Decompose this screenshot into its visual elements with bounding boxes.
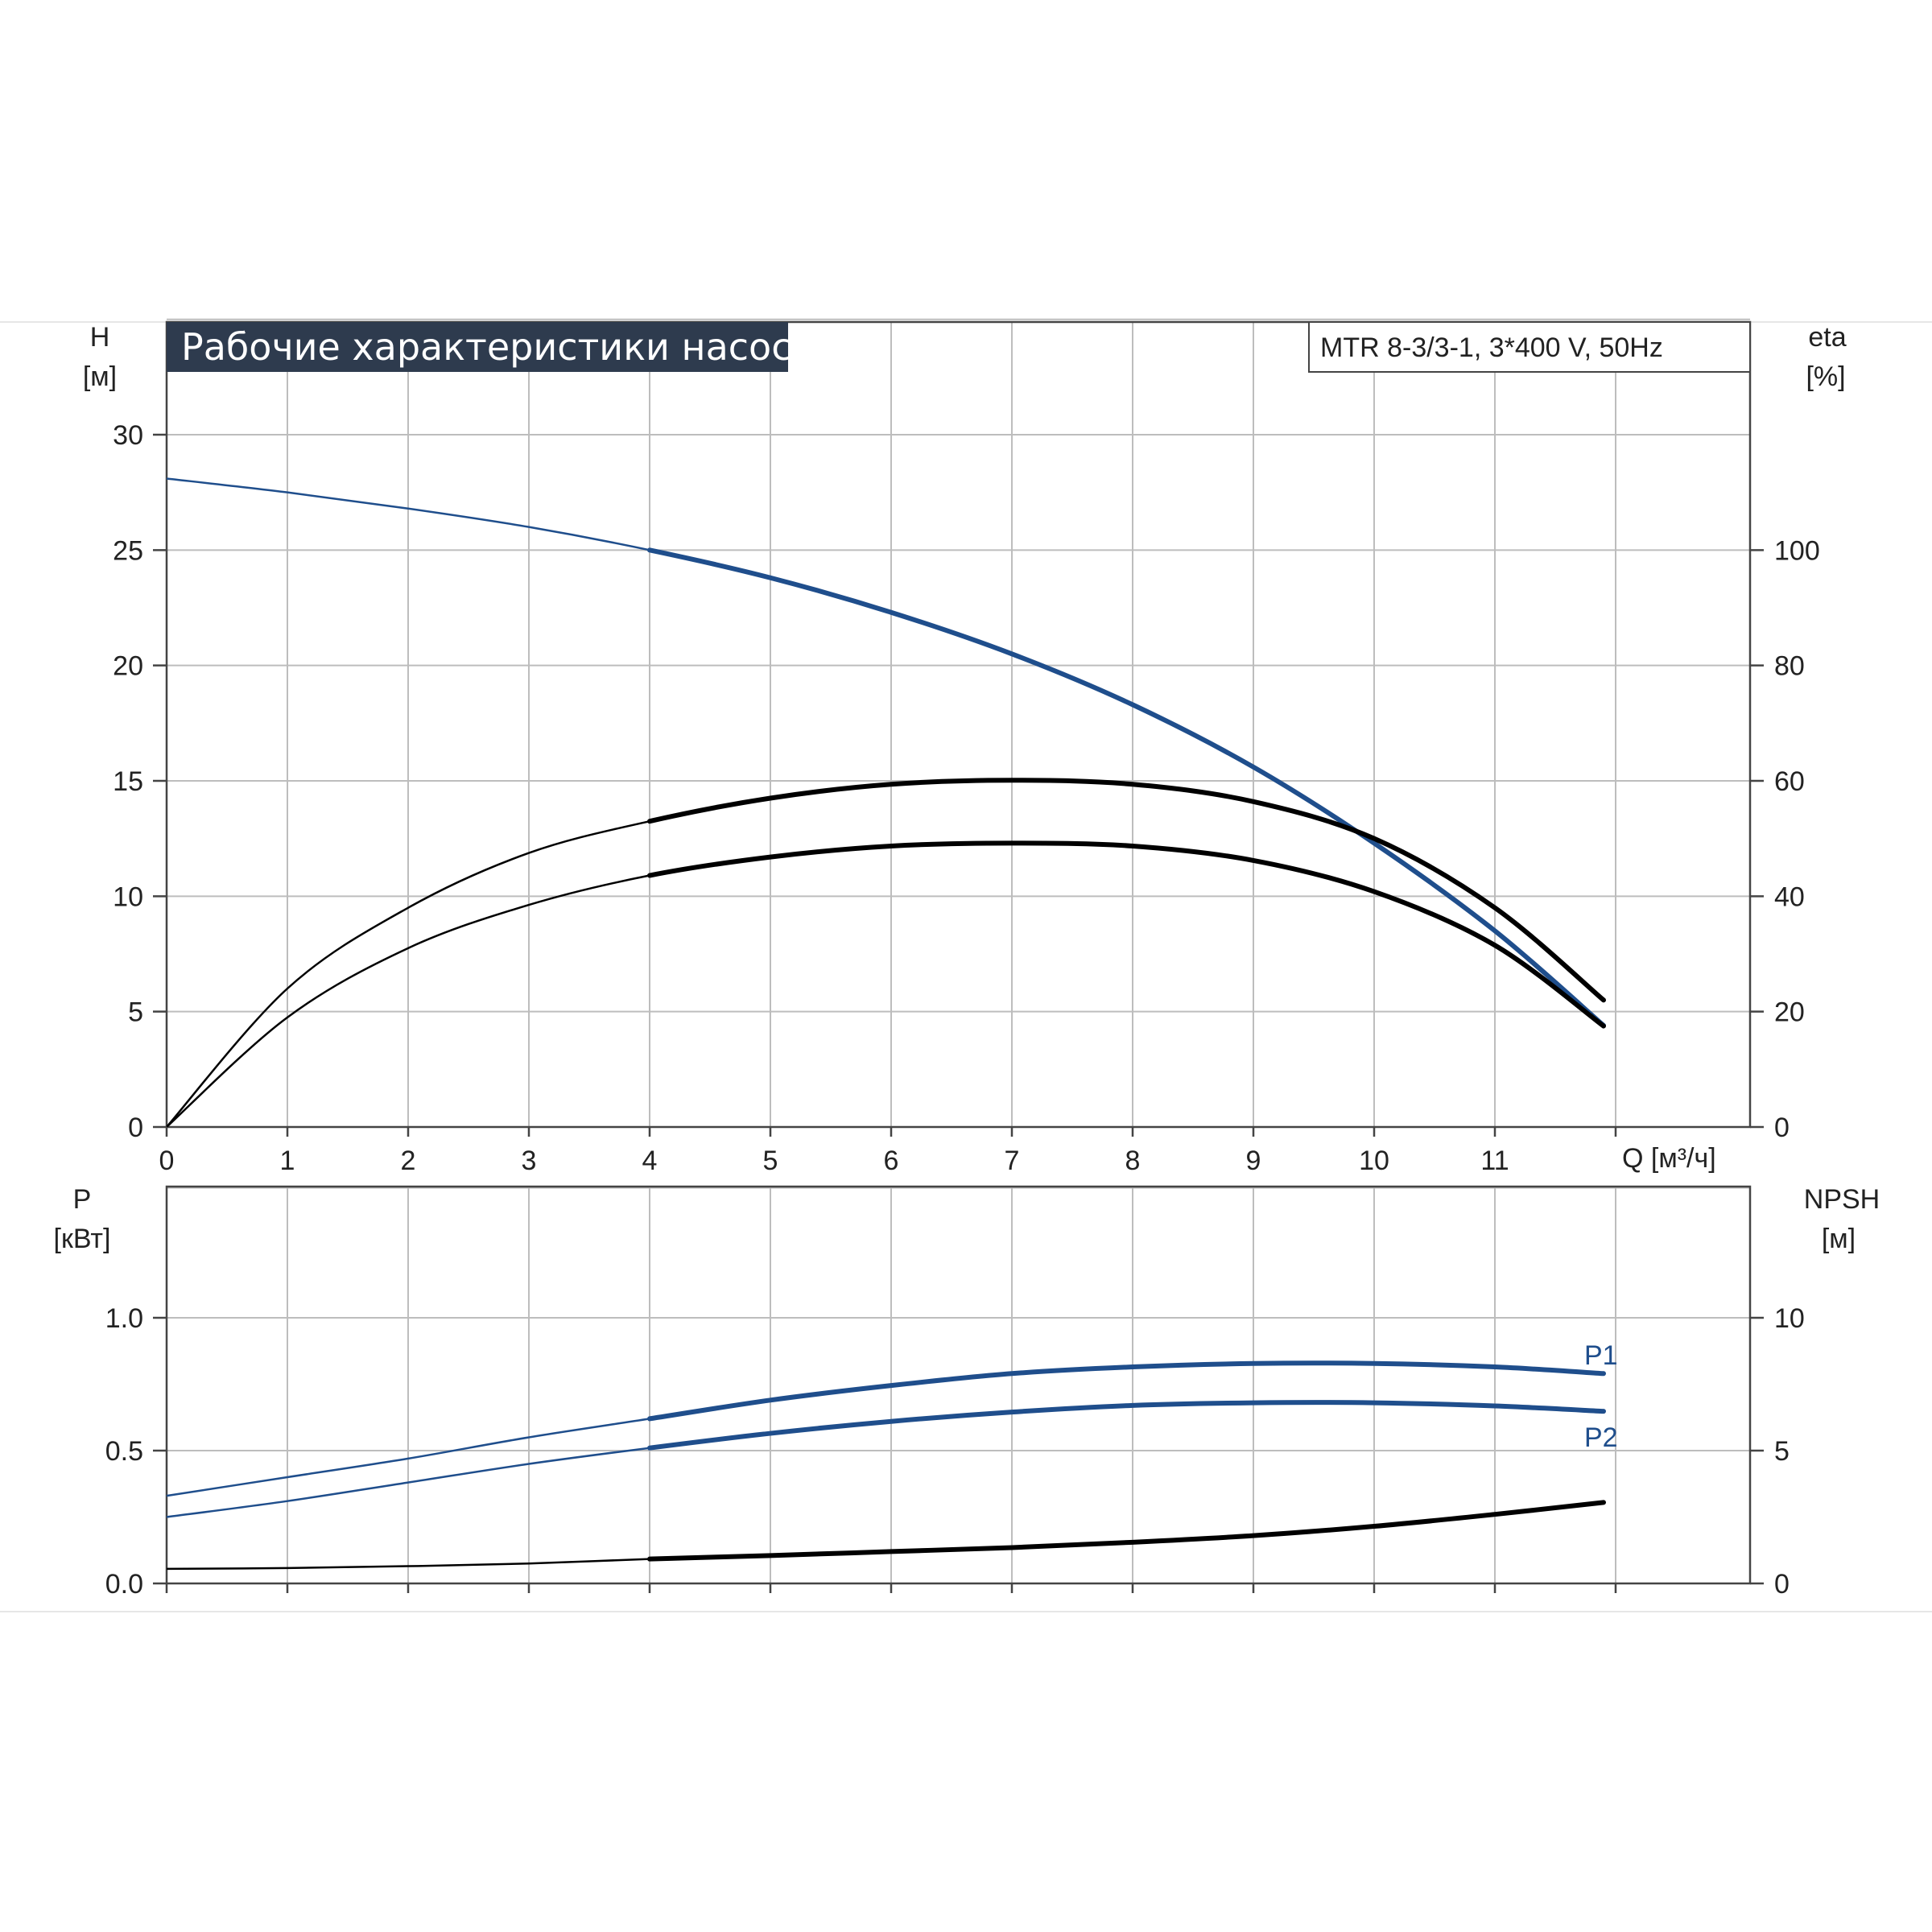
- power-npsh-ticks: 0.0 0.5 1.0 0 5 10: [105, 1303, 1805, 1600]
- x-tick-label: 2: [401, 1146, 416, 1176]
- eta-axis-label: eta: [1808, 322, 1846, 353]
- left-tick-label: 1.0: [105, 1303, 143, 1334]
- right-tick-label: 0: [1774, 1113, 1790, 1143]
- npsh-axis-unit: [м]: [1822, 1224, 1856, 1254]
- p1-curve-operating-range: [647, 1360, 1606, 1422]
- left-tick-label: 30: [113, 420, 143, 451]
- series-0-curve-operating-range: [647, 547, 1606, 1028]
- left-tick-label: 0: [128, 1113, 143, 1143]
- x-tick-label: 4: [642, 1146, 658, 1176]
- right-tick-label: 80: [1774, 651, 1805, 682]
- p1-curve: [166, 1361, 1604, 1497]
- series-2-curve-operating-range: [647, 1500, 1606, 1562]
- head-eta-grid: [167, 318, 1750, 1127]
- power-npsh-plot-frame: [165, 1185, 1752, 1585]
- p2-series-label: P2: [1584, 1422, 1618, 1453]
- head-eta-series: [166, 477, 1606, 1128]
- series-2-curve: [166, 1501, 1604, 1571]
- x-tick-label: 7: [1005, 1146, 1020, 1176]
- p2-curve-operating-range: [647, 1400, 1606, 1451]
- title-box: [167, 322, 788, 372]
- x-tick-label: 9: [1246, 1146, 1261, 1176]
- left-tick-label: 0.5: [105, 1436, 143, 1467]
- chart-title: Рабочие характеристики насоса: [181, 325, 815, 369]
- p1-series-label: P1: [1584, 1340, 1618, 1371]
- left-tick-label: 25: [113, 535, 143, 566]
- x-tick-label: 11: [1480, 1146, 1509, 1176]
- left-tick-label: 20: [113, 651, 143, 682]
- flow-axis-label: Q [м³/ч]: [1622, 1143, 1716, 1174]
- x-tick-label: 10: [1359, 1146, 1389, 1176]
- x-tick-label: 6: [884, 1146, 899, 1176]
- power-npsh-grid: [167, 1187, 1750, 1583]
- left-tick-label: 10: [113, 881, 143, 912]
- right-tick-label: 20: [1774, 997, 1805, 1028]
- right-tick-label: 60: [1774, 766, 1805, 797]
- x-tick-label: 1: [280, 1146, 295, 1176]
- head-axis-unit: [м]: [83, 361, 117, 392]
- right-tick-label: 0: [1774, 1569, 1790, 1600]
- head-eta-plot-frame: [165, 320, 1752, 1129]
- series-2-curve: [166, 842, 1604, 1128]
- power-axis-label: P: [73, 1184, 92, 1215]
- npsh-axis-label: NPSH: [1804, 1184, 1880, 1215]
- x-tick-label: 3: [522, 1146, 537, 1176]
- power-axis-unit: [кВт]: [54, 1224, 111, 1254]
- x-tick-label: 8: [1125, 1146, 1141, 1176]
- series-1-curve: [166, 779, 1604, 1128]
- right-tick-label: 40: [1774, 881, 1805, 912]
- series-2-curve-operating-range: [647, 840, 1606, 1029]
- model-label: MTR 8-3/3-1, 3*400 V, 50Hz: [1320, 332, 1663, 363]
- right-tick-label: 100: [1774, 535, 1820, 566]
- right-tick-label: 5: [1774, 1436, 1790, 1467]
- series-1-curve-operating-range: [647, 778, 1606, 1003]
- right-tick-label: 10: [1774, 1303, 1805, 1334]
- x-tick-label: 5: [763, 1146, 778, 1176]
- eta-axis-unit: [%]: [1806, 361, 1845, 392]
- power-npsh-series: [166, 1360, 1606, 1571]
- head-eta-ticks: 0 5 10 15 20 25 30 0 20 40 60 80 100 0 1 2 3 4 5 6 7 8 9 10 11: [113, 420, 1820, 1176]
- series-0-curve: [166, 477, 1604, 1026]
- model-box: [1308, 321, 1751, 373]
- left-tick-label: 15: [113, 766, 143, 797]
- left-tick-label: 5: [128, 997, 143, 1028]
- x-tick-label: 0: [159, 1146, 175, 1176]
- head-axis-label: H: [90, 322, 110, 353]
- left-tick-label: 0.0: [105, 1569, 143, 1600]
